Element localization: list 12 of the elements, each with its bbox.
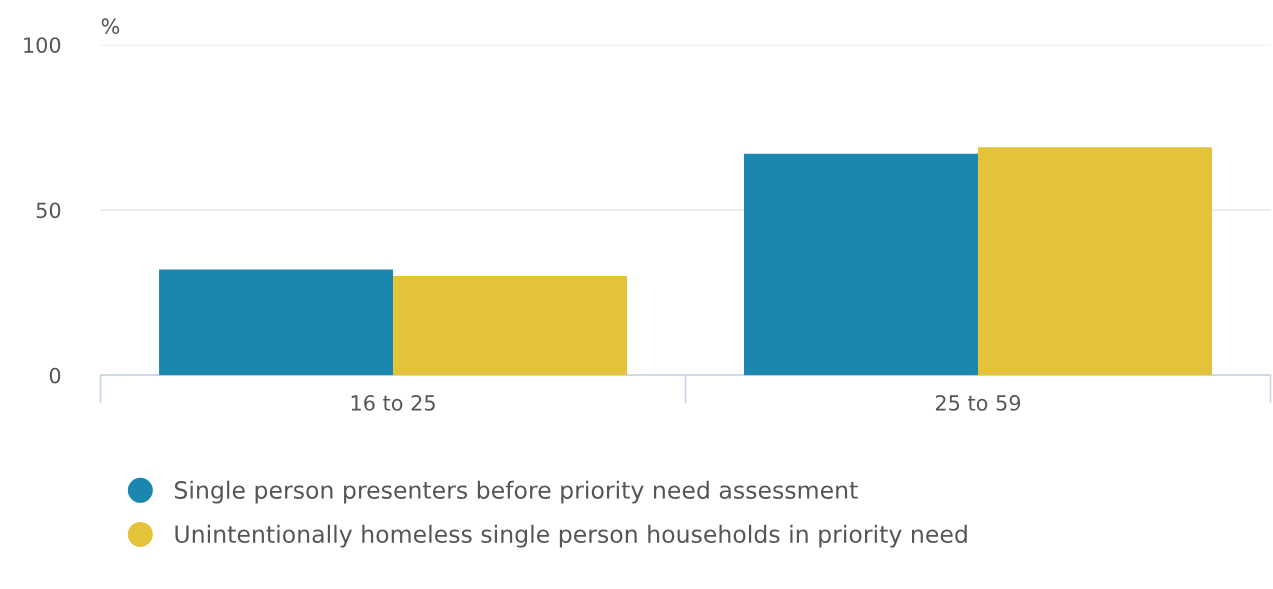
y-tick-label: 100 [24, 37, 61, 53]
bar [393, 276, 628, 376]
bar [977, 147, 1212, 376]
y-tick-label: 0 [49, 367, 61, 384]
y-tick-label: 50 [36, 202, 61, 219]
legend-label: Single person presenters before priority need assessment [174, 480, 858, 504]
x-tick-label: 25 to 59 [935, 395, 1021, 411]
bar [159, 269, 394, 376]
bar [744, 153, 978, 376]
x-tick-label: 16 to 25 [351, 395, 435, 411]
y-axis-title: % [101, 18, 120, 35]
legend-label: Unintentionally homeless single person households in priority need [175, 524, 967, 548]
